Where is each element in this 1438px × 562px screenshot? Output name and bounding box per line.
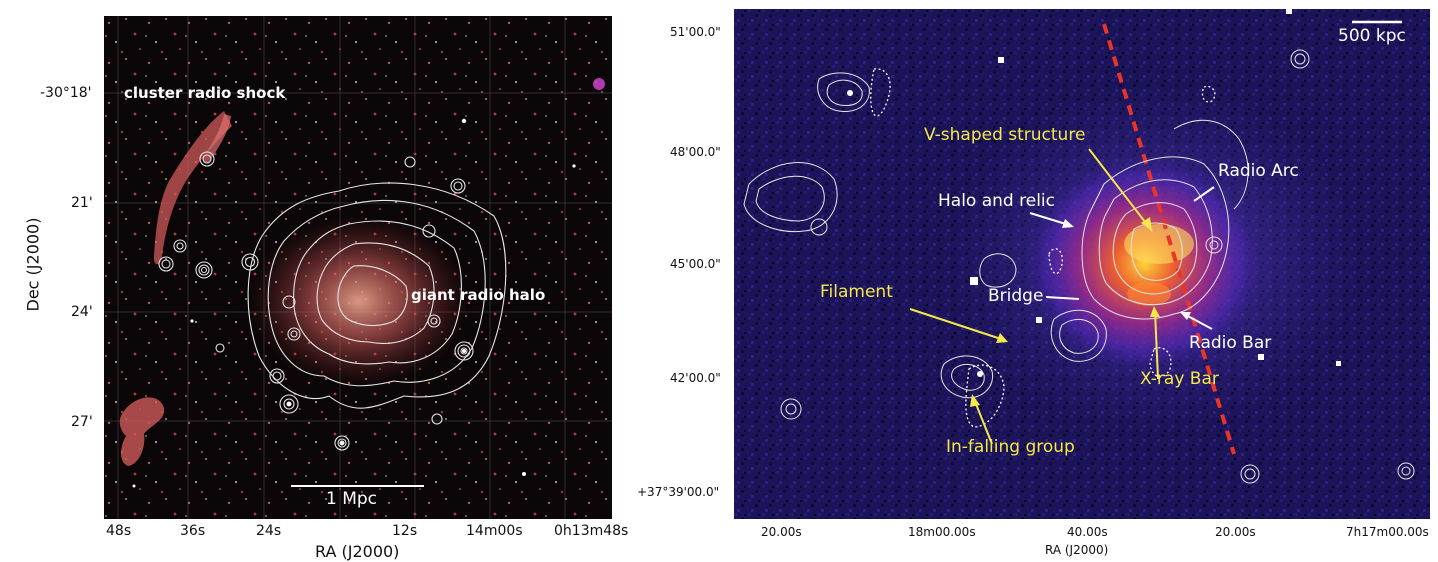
- right-xray-radio-image: 500 kpc V-shaped structure Radio Arc Hal…: [734, 9, 1430, 519]
- label-in-falling-group: In-falling group: [946, 437, 1075, 457]
- left-y-tick: -30°18': [40, 85, 92, 101]
- right-y-tick: 51'00.0": [670, 25, 721, 39]
- right-y-tick: 42'00.0": [670, 371, 721, 385]
- halo-glow: [249, 216, 469, 386]
- right-x-tick: 40.00s: [1067, 525, 1108, 539]
- label-filament: Filament: [820, 282, 893, 302]
- radio-lobe: [119, 397, 165, 466]
- xray-emission: [1024, 154, 1264, 374]
- right-x-axis-title: RA (J2000): [1045, 543, 1109, 557]
- label-halo-and-relic: Halo and relic: [938, 191, 1055, 211]
- right-image-canvas: [734, 9, 1430, 519]
- halo-contours: [247, 182, 507, 409]
- left-y-tick: 21': [71, 195, 93, 211]
- left-y-tick: 27': [71, 414, 93, 430]
- right-y-tick: 48'00.0": [670, 145, 721, 159]
- label-v-shaped-structure: V-shaped structure: [924, 125, 1086, 145]
- left-x-tick: 24s: [256, 523, 282, 539]
- left-x-axis-title: RA (J2000): [315, 542, 400, 561]
- left-x-tick: 0h13m48s: [554, 523, 629, 539]
- label-bridge: Bridge: [988, 286, 1044, 306]
- annotation-arrows: [909, 148, 1215, 445]
- radio-contours: [743, 49, 1415, 484]
- left-x-tick: 12s: [392, 523, 418, 539]
- left-grid: [104, 16, 612, 519]
- label-cluster-radio-shock: cluster radio shock: [124, 84, 286, 102]
- right-y-tick: 45'00.0": [670, 257, 721, 271]
- right-x-tick: 20.00s: [761, 525, 802, 539]
- label-x-ray-bar: X-ray Bar: [1140, 369, 1219, 389]
- label-radio-arc: Radio Arc: [1218, 161, 1299, 181]
- red-dashed-line: [1102, 23, 1236, 455]
- left-y-axis-title: Dec (J2000): [23, 217, 43, 312]
- label-radio-bar: Radio Bar: [1189, 333, 1272, 353]
- right-y-tick: +37°39'00.0": [637, 485, 720, 499]
- label-giant-radio-halo: giant radio halo: [411, 286, 546, 304]
- left-x-tick: 36s: [180, 523, 206, 539]
- right-x-tick: 20.00s: [1215, 525, 1256, 539]
- left-y-tick: 24': [71, 304, 93, 320]
- left-scale-bar-label: 1 Mpc: [326, 489, 378, 509]
- left-image-canvas: [104, 16, 612, 519]
- right-x-tick: 18m00.00s: [908, 525, 976, 539]
- left-x-tick: 14m00s: [466, 523, 523, 539]
- left-x-tick: 48s: [106, 523, 132, 539]
- right-scale-bar-label: 500 kpc: [1338, 26, 1406, 46]
- right-x-tick: 7h17m00.00s: [1346, 525, 1429, 539]
- left-optical-radio-image: cluster radio shock giant radio halo 1 M…: [104, 16, 612, 519]
